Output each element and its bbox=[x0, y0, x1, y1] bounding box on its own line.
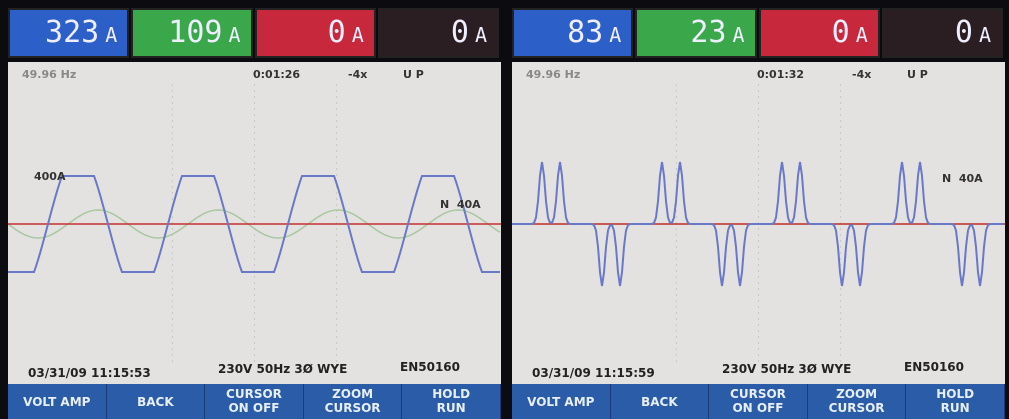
reading-value: 83 bbox=[567, 15, 603, 50]
soft-key-label: HOLD bbox=[906, 387, 1004, 401]
scale-label: N 40A bbox=[942, 172, 983, 185]
reading-unit: A bbox=[979, 23, 991, 47]
soft-key-label: CURSOR bbox=[709, 387, 807, 401]
soft-key-label: VOLT AMP bbox=[8, 387, 106, 409]
soft-key: BACK bbox=[107, 384, 206, 419]
reading-unit: A bbox=[228, 23, 240, 47]
soft-key-label: RUN bbox=[906, 401, 1004, 415]
display: 49.96 Hz 0:01:26 -4x U P 400A N 40A 03/31/09 1… bbox=[8, 62, 501, 384]
reading-value: 23 bbox=[690, 15, 726, 50]
reading-unit: A bbox=[609, 23, 621, 47]
scale-label: N 40A bbox=[440, 198, 481, 211]
standard: EN50160 bbox=[904, 360, 964, 374]
soft-key: VOLT AMP bbox=[8, 384, 107, 419]
soft-key-label: CURSOR bbox=[808, 401, 906, 415]
soft-key-label: VOLT AMP bbox=[512, 387, 610, 409]
display: 49.96 Hz 0:01:32 -4x U P N 40A 03/31/09 11:15… bbox=[512, 62, 1005, 384]
page: 323A109A0A0A49.96 Hz0:01:26-4xU P400AN 4… bbox=[0, 0, 1009, 419]
reading-unit: A bbox=[352, 23, 364, 47]
soft-key-label: ZOOM bbox=[808, 387, 906, 401]
soft-key-label: BACK bbox=[611, 387, 709, 409]
elapsed-time: 0:01:26 bbox=[253, 68, 300, 81]
soft-key: VOLT AMP bbox=[512, 384, 611, 419]
frequency: 49.96 Hz bbox=[526, 68, 580, 81]
reading-unit: A bbox=[105, 23, 117, 47]
mode: U P bbox=[403, 68, 424, 81]
scale-label: 400A bbox=[34, 170, 65, 183]
zoom: -4x bbox=[852, 68, 871, 81]
frequency: 49.96 Hz bbox=[22, 68, 76, 81]
reading-value: 0 bbox=[328, 15, 346, 50]
soft-key: BACK bbox=[611, 384, 710, 419]
waveform bbox=[8, 84, 501, 364]
mode: U P bbox=[907, 68, 928, 81]
reading-value: 0 bbox=[955, 15, 973, 50]
soft-key-label: CURSOR bbox=[205, 387, 303, 401]
soft-key-label: RUN bbox=[402, 401, 500, 415]
reading-value: 0 bbox=[832, 15, 850, 50]
waveform bbox=[512, 84, 1005, 364]
configuration: 230V 50Hz 3Ø WYE bbox=[722, 362, 851, 376]
reading-value: 0 bbox=[451, 15, 469, 50]
datetime: 03/31/09 11:15:53 bbox=[28, 366, 151, 380]
elapsed-time: 0:01:32 bbox=[757, 68, 804, 81]
soft-key-label: BACK bbox=[107, 387, 205, 409]
reading-unit: A bbox=[732, 23, 744, 47]
datetime: 03/31/09 11:15:59 bbox=[532, 366, 655, 380]
standard: EN50160 bbox=[400, 360, 460, 374]
soft-key-label: CURSOR bbox=[304, 401, 402, 415]
reading-value: 109 bbox=[168, 15, 222, 50]
configuration: 230V 50Hz 3Ø WYE bbox=[218, 362, 347, 376]
reading-unit: A bbox=[475, 23, 487, 47]
soft-key-label: ON OFF bbox=[205, 401, 303, 415]
soft-key-label: ZOOM bbox=[304, 387, 402, 401]
soft-key-label: HOLD bbox=[402, 387, 500, 401]
reading-value: 323 bbox=[45, 15, 99, 50]
zoom: -4x bbox=[348, 68, 367, 81]
reading-unit: A bbox=[856, 23, 868, 47]
soft-key-label: ON OFF bbox=[709, 401, 807, 415]
